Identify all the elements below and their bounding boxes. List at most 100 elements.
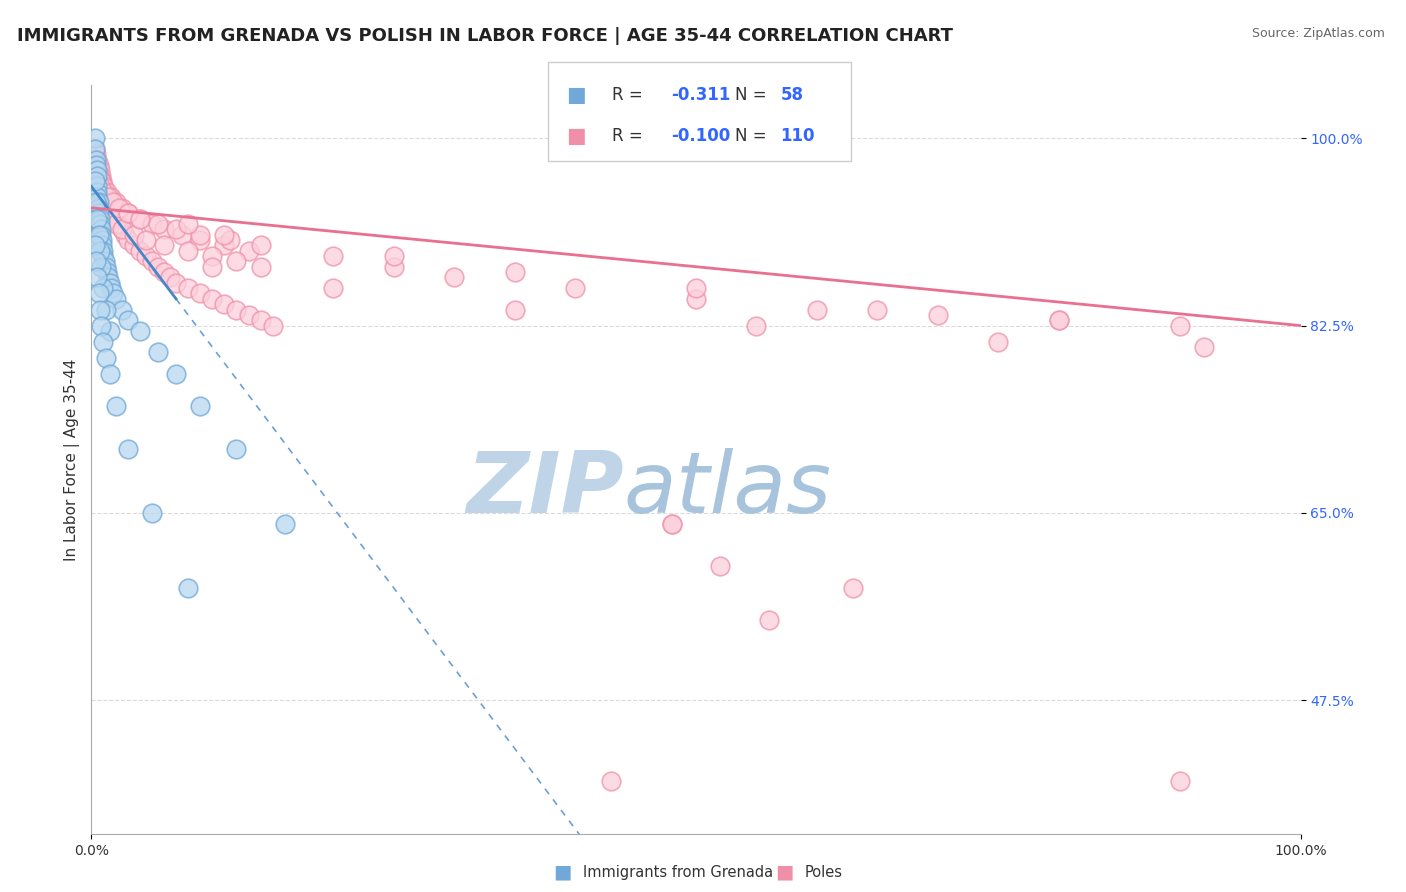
Point xyxy=(111,222,132,236)
Point xyxy=(117,206,139,220)
Point xyxy=(600,773,623,788)
Point xyxy=(661,516,683,531)
Point xyxy=(94,260,117,274)
Text: N =: N = xyxy=(735,128,766,145)
Point xyxy=(101,195,124,210)
Point xyxy=(1192,340,1215,354)
Point xyxy=(201,260,224,274)
Point xyxy=(249,260,271,274)
Point xyxy=(104,399,127,413)
Point xyxy=(117,206,139,220)
Point xyxy=(86,185,108,199)
Text: ■: ■ xyxy=(553,863,572,882)
Point xyxy=(111,302,132,317)
Text: R =: R = xyxy=(612,128,643,145)
Point xyxy=(274,516,297,531)
Point xyxy=(94,351,117,365)
Point xyxy=(84,174,107,188)
Point xyxy=(262,318,284,333)
Point xyxy=(866,302,889,317)
Point xyxy=(84,153,107,167)
Text: IMMIGRANTS FROM GRENADA VS POLISH IN LABOR FORCE | AGE 35-44 CORRELATION CHART: IMMIGRANTS FROM GRENADA VS POLISH IN LAB… xyxy=(17,27,953,45)
Point xyxy=(117,233,139,247)
Point xyxy=(86,179,108,194)
Point xyxy=(709,559,731,574)
Point xyxy=(201,249,224,263)
Point xyxy=(90,195,112,210)
Point xyxy=(238,244,260,258)
Point xyxy=(87,286,110,301)
Point xyxy=(177,281,200,295)
Point xyxy=(104,195,127,210)
Point xyxy=(201,292,224,306)
Point xyxy=(87,190,110,204)
Point xyxy=(146,345,169,359)
Point xyxy=(165,367,187,381)
Point xyxy=(97,270,120,285)
Point xyxy=(128,211,150,226)
Point xyxy=(146,217,169,231)
Point xyxy=(177,244,200,258)
Point xyxy=(98,324,121,338)
Point xyxy=(503,302,526,317)
Point xyxy=(107,217,129,231)
Point xyxy=(89,179,111,194)
Point xyxy=(177,217,200,231)
Point xyxy=(89,163,111,178)
Point xyxy=(90,222,112,236)
Text: ■: ■ xyxy=(775,863,794,882)
Point xyxy=(94,190,117,204)
Point xyxy=(219,233,242,247)
Point xyxy=(87,169,110,183)
Point xyxy=(685,281,707,295)
Point xyxy=(100,211,122,226)
Text: Immigrants from Grenada: Immigrants from Grenada xyxy=(583,865,773,880)
Point xyxy=(188,227,211,242)
Point xyxy=(93,201,115,215)
Point xyxy=(89,302,111,317)
Point xyxy=(84,195,107,210)
Text: Source: ZipAtlas.com: Source: ZipAtlas.com xyxy=(1251,27,1385,40)
Point xyxy=(188,399,211,413)
Point xyxy=(91,233,114,247)
Text: R =: R = xyxy=(612,87,643,104)
Point xyxy=(214,297,236,311)
Point xyxy=(89,211,111,226)
Point xyxy=(93,334,115,349)
Point xyxy=(135,233,157,247)
Point xyxy=(86,174,108,188)
Point xyxy=(101,206,124,220)
Point xyxy=(90,318,112,333)
Point xyxy=(84,254,107,268)
Text: -0.100: -0.100 xyxy=(671,128,730,145)
Point xyxy=(1168,318,1191,333)
Point xyxy=(177,581,200,595)
Point xyxy=(122,238,145,252)
Point xyxy=(98,367,121,381)
Point xyxy=(1168,773,1191,788)
Point xyxy=(443,270,465,285)
Point xyxy=(91,174,114,188)
Text: atlas: atlas xyxy=(623,448,831,531)
Point xyxy=(322,249,344,263)
Y-axis label: In Labor Force | Age 35-44: In Labor Force | Age 35-44 xyxy=(65,359,80,560)
Point xyxy=(87,195,110,210)
Point xyxy=(93,179,115,194)
Point xyxy=(135,249,157,263)
Point xyxy=(104,211,127,226)
Point xyxy=(93,185,115,199)
Point xyxy=(87,227,110,242)
Point xyxy=(159,270,181,285)
Point xyxy=(93,185,115,199)
Point xyxy=(84,131,107,145)
Point xyxy=(96,185,118,199)
Point xyxy=(84,163,107,178)
Point xyxy=(86,211,108,226)
Text: ■: ■ xyxy=(567,86,586,105)
Point xyxy=(101,286,124,301)
Point xyxy=(927,308,949,322)
Point xyxy=(87,206,110,220)
Text: ■: ■ xyxy=(567,127,586,146)
Point xyxy=(214,227,236,242)
Point xyxy=(564,281,586,295)
